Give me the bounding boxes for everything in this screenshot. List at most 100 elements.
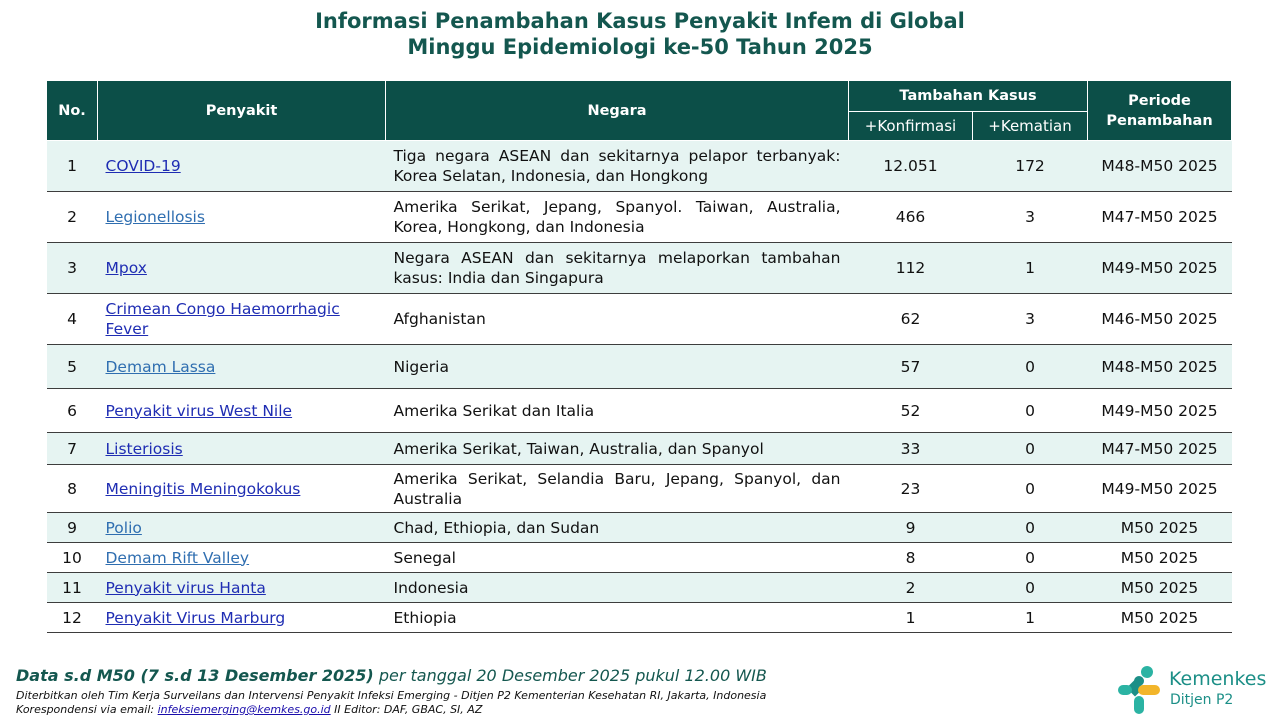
logo-name: Kemenkes — [1169, 668, 1267, 690]
table-row: 8 Meningitis Meningokokus Amerika Serikat,… — [46, 464, 1232, 513]
email-link[interactable]: infeksiemerging@kemkes.go.id — [157, 703, 331, 716]
cell-confirmed-count: 52 — [848, 388, 973, 433]
data-period-note: Data s.d M50 (7 s.d 13 Desember 2025) pe… — [16, 666, 767, 685]
data-period-rest: per tanggal 20 Desember 2025 pukul 12.00… — [373, 666, 767, 685]
cell-death-count: 1 — [972, 242, 1088, 294]
table-row: 1 COVID-19 Tiga negara ASEAN dan sekitarny… — [46, 140, 1232, 192]
cell-country-list: Chad, Ethiopia, dan Sudan — [385, 512, 849, 543]
cell-addition-period: M48-M50 2025 — [1087, 140, 1232, 192]
cases-table: No. Penyakit Negara Tambahan Kasus Perio… — [46, 80, 1233, 633]
editor-credit: II Editor: DAF, GBAC, SI, AZ — [330, 703, 483, 716]
table-body: 1 COVID-19 Tiga negara ASEAN dan sekitarny… — [46, 140, 1232, 633]
header-negara: Negara — [385, 80, 849, 141]
cell-addition-period: M49-M50 2025 — [1087, 242, 1232, 294]
cell-addition-period: M46-M50 2025 — [1087, 293, 1232, 345]
cell-country-list: Negara ASEAN dan sekitarnya melaporkan t… — [385, 242, 849, 294]
cell-country-list: Ethiopia — [385, 602, 849, 633]
header-konfirmasi: +Konfirmasi — [848, 111, 973, 141]
cell-confirmed-count: 12.051 — [848, 140, 973, 192]
cell-confirmed-count: 466 — [848, 191, 973, 243]
cell-disease-link: Penyakit Virus Marburg — [97, 602, 386, 633]
disease-link[interactable]: Crimean Congo Haemorrhagic Fever — [105, 300, 340, 338]
cell-disease-link: Listeriosis — [97, 432, 386, 465]
disease-link[interactable]: Demam Lassa — [105, 357, 216, 376]
cell-country-list: Tiga negara ASEAN dan sekitarnya pelapor… — [385, 140, 849, 192]
cell-death-count: 0 — [972, 344, 1088, 389]
cell-row-number: 11 — [46, 572, 98, 603]
disease-link[interactable]: Penyakit virus West Nile — [105, 401, 293, 420]
cell-death-count: 1 — [972, 602, 1088, 633]
table-row: 6 Penyakit virus West Nile Amerika Serikat… — [46, 388, 1232, 433]
table-row: 7 Listeriosis Amerika Serikat, Taiwan, Aus… — [46, 432, 1232, 465]
disease-link[interactable]: Listeriosis — [105, 439, 183, 458]
cell-row-number: 8 — [46, 464, 98, 513]
table-row: 12 Penyakit Virus Marburg Ethiopia 1 1 M50 20… — [46, 602, 1232, 633]
cell-addition-period: M48-M50 2025 — [1087, 344, 1232, 389]
cell-death-count: 0 — [972, 432, 1088, 465]
cell-country-list: Amerika Serikat, Jepang, Spanyol. Taiwan… — [385, 191, 849, 243]
cell-row-number: 1 — [46, 140, 98, 192]
disease-link[interactable]: Demam Rift Valley — [105, 548, 250, 567]
cell-disease-link: Legionellosis — [97, 191, 386, 243]
disease-link[interactable]: Polio — [105, 518, 142, 537]
cell-death-count: 3 — [972, 293, 1088, 345]
cell-row-number: 4 — [46, 293, 98, 345]
cell-death-count: 0 — [972, 572, 1088, 603]
disease-link[interactable]: Mpox — [105, 259, 147, 277]
cell-country-list: Amerika Serikat dan Italia — [385, 388, 849, 433]
disease-link[interactable]: Penyakit virus Hanta — [105, 578, 266, 597]
table-row: 11 Penyakit virus Hanta Indonesia 2 0 M50 202… — [46, 572, 1232, 603]
cell-row-number: 3 — [46, 242, 98, 294]
cell-row-number: 9 — [46, 512, 98, 543]
cell-row-number: 6 — [46, 388, 98, 433]
cell-addition-period: M47-M50 2025 — [1087, 432, 1232, 465]
header-periode: Periode Penambahan — [1087, 80, 1233, 141]
table-row: 3 Mpox Negara ASEAN dan sekitarnya melapor… — [46, 242, 1232, 294]
title-line-2: Minggu Epidemiologi ke-50 Tahun 2025 — [407, 35, 873, 59]
disease-link[interactable]: Legionellosis — [105, 208, 205, 226]
cell-death-count: 0 — [972, 542, 1088, 573]
cell-confirmed-count: 1 — [848, 602, 973, 633]
cell-confirmed-count: 9 — [848, 512, 973, 543]
cell-disease-link: Demam Lassa — [97, 344, 386, 389]
table-row: 10 Demam Rift Valley Senegal 8 0 M50 2025 — [46, 542, 1232, 573]
cell-row-number: 10 — [46, 542, 98, 573]
cell-addition-period: M50 2025 — [1087, 512, 1232, 543]
table-row: 9 Polio Chad, Ethiopia, dan Sudan 9 0 M50 202… — [46, 512, 1232, 543]
cell-disease-link: Penyakit virus Hanta — [97, 572, 386, 603]
page-title: Informasi Penambahan Kasus Penyakit Infe… — [0, 8, 1280, 60]
cell-disease-link: Crimean Congo Haemorrhagic Fever — [97, 293, 386, 345]
cell-confirmed-count: 33 — [848, 432, 973, 465]
cell-disease-link: Penyakit virus West Nile — [97, 388, 386, 433]
disease-link[interactable]: Meningitis Meningokokus — [105, 479, 301, 498]
disease-link[interactable]: Penyakit Virus Marburg — [105, 608, 286, 627]
header-penyakit: Penyakit — [97, 80, 386, 141]
publisher-note: Diterbitkan oleh Tim Kerja Surveilans da… — [16, 689, 767, 702]
cell-confirmed-count: 62 — [848, 293, 973, 345]
cell-country-list: Afghanistan — [385, 293, 849, 345]
data-period-bold: Data s.d M50 (7 s.d 13 Desember 2025) — [16, 666, 374, 685]
cell-row-number: 12 — [46, 602, 98, 633]
disease-link[interactable]: COVID-19 — [105, 157, 181, 175]
cell-row-number: 7 — [46, 432, 98, 465]
cell-row-number: 2 — [46, 191, 98, 243]
cell-death-count: 0 — [972, 388, 1088, 433]
cell-death-count: 172 — [972, 140, 1088, 192]
table-row: 4 Crimean Congo Haemorrhagic Fever Afghani… — [46, 293, 1232, 345]
cell-death-count: 0 — [972, 512, 1088, 543]
correspondence-label: Korespondensi via email: — [16, 703, 158, 716]
table-row: 2 Legionellosis Amerika Serikat, Jepang, S… — [46, 191, 1232, 243]
cell-death-count: 3 — [972, 191, 1088, 243]
cell-country-list: Amerika Serikat, Taiwan, Australia, dan … — [385, 432, 849, 465]
cell-addition-period: M47-M50 2025 — [1087, 191, 1232, 243]
cell-death-count: 0 — [972, 464, 1088, 513]
cell-confirmed-count: 2 — [848, 572, 973, 603]
cell-confirmed-count: 112 — [848, 242, 973, 294]
cell-addition-period: M50 2025 — [1087, 602, 1232, 633]
header-tambahan-kasus: Tambahan Kasus — [847, 80, 1089, 112]
kemenkes-logo-icon — [1118, 666, 1160, 714]
cell-disease-link: Meningitis Meningokokus — [97, 464, 386, 513]
cell-disease-link: Demam Rift Valley — [97, 542, 386, 573]
table-row: 5 Demam Lassa Nigeria 57 0 M48-M50 2025 — [46, 344, 1232, 389]
cell-country-list: Indonesia — [385, 572, 849, 603]
